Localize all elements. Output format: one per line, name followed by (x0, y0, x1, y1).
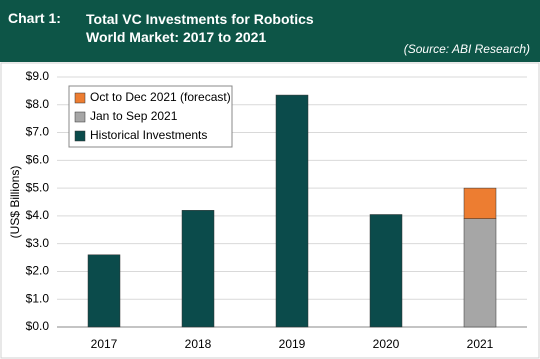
chart-number: Chart 1: (8, 10, 61, 26)
y-tick-label: $0.0 (26, 319, 50, 333)
y-tick-label: $6.0 (26, 153, 50, 167)
legend-label: Historical Investments (90, 128, 207, 142)
y-tick-label: $3.0 (26, 236, 50, 250)
x-tick-label: 2020 (373, 337, 400, 351)
y-tick-label: $4.0 (26, 208, 50, 222)
y-tick-label: $9.0 (26, 69, 50, 83)
bar-segment (87, 254, 121, 328)
legend-label: Oct to Dec 2021 (forecast) (90, 90, 231, 104)
bar-segment (275, 94, 309, 328)
bar-segment (369, 214, 403, 328)
legend-box (68, 85, 233, 148)
banner: Chart 1: Total VC Investments for Roboti… (0, 0, 540, 62)
y-tick-label: $8.0 (26, 97, 50, 111)
x-tick-label: 2019 (279, 337, 306, 351)
bar-segment (463, 187, 497, 219)
bar-segment (181, 210, 215, 328)
x-tick-label: 2021 (467, 337, 494, 351)
chart-border (0, 62, 540, 359)
legend-swatch (74, 111, 86, 123)
y-tick-label: $2.0 (26, 264, 50, 278)
chart-title: Total VC Investments for Robotics World … (86, 11, 314, 45)
x-tick-label: 2018 (185, 337, 212, 351)
y-tick-label: $1.0 (26, 291, 50, 305)
source: (Source: ABI Research) (403, 42, 530, 56)
legend-label: Jan to Sep 2021 (90, 109, 178, 123)
y-tick-label: $5.0 (26, 180, 50, 194)
y-tick-label: $7.0 (26, 125, 50, 139)
chart: (US$ Billions) $0.0 $1.0 $2.0 $3.0 $4.0 $5.0 $… (0, 62, 540, 359)
x-tick-label: 2017 (91, 337, 118, 351)
y-axis-label: (US$ Billions) (8, 166, 22, 239)
legend-swatch (74, 92, 86, 104)
bar-segment (463, 218, 497, 328)
legend-swatch (74, 130, 86, 142)
